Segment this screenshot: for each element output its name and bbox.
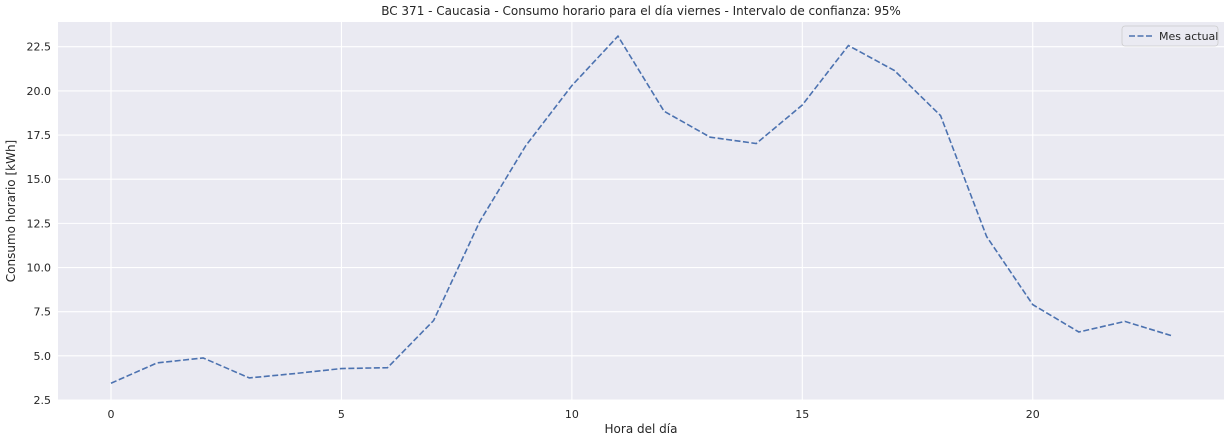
legend-label: Mes actual [1159,30,1218,43]
y-tick-label: 12.5 [27,217,52,230]
y-tick-labels: 2.5 5.0 7.5 10.0 12.5 15.0 17.5 20.0 22.5 [27,41,52,407]
series-line [110,34,1172,384]
x-tick-label: 0 [108,408,115,421]
y-tick-label: 22.5 [27,41,52,54]
x-tick-label: 20 [1026,408,1040,421]
plot-area [58,22,1224,400]
x-tick-label: 10 [565,408,579,421]
y-tick-label: 17.5 [27,129,52,142]
x-tick-label: 15 [795,408,809,421]
y-tick-label: 5.0 [34,350,52,363]
x-tick-labels: 0 5 10 15 20 [108,408,1040,421]
y-tick-label: 15.0 [27,173,52,186]
y-tick-label: 10.0 [27,262,52,275]
x-tick-label: 5 [338,408,345,421]
series-layer [110,34,1172,384]
y-axis-label: Consumo horario [kWh] [4,140,18,282]
legend: Mes actual [1121,25,1219,47]
y-tick-label: 20.0 [27,85,52,98]
y-tick-label: 7.5 [34,306,52,319]
chart-title: BC 371 - Caucasia - Consumo horario para… [381,4,901,18]
grid [58,22,1224,401]
x-axis-label: Hora del día [605,422,678,436]
y-tick-label: 2.5 [34,394,52,407]
legend-box [1121,25,1219,47]
